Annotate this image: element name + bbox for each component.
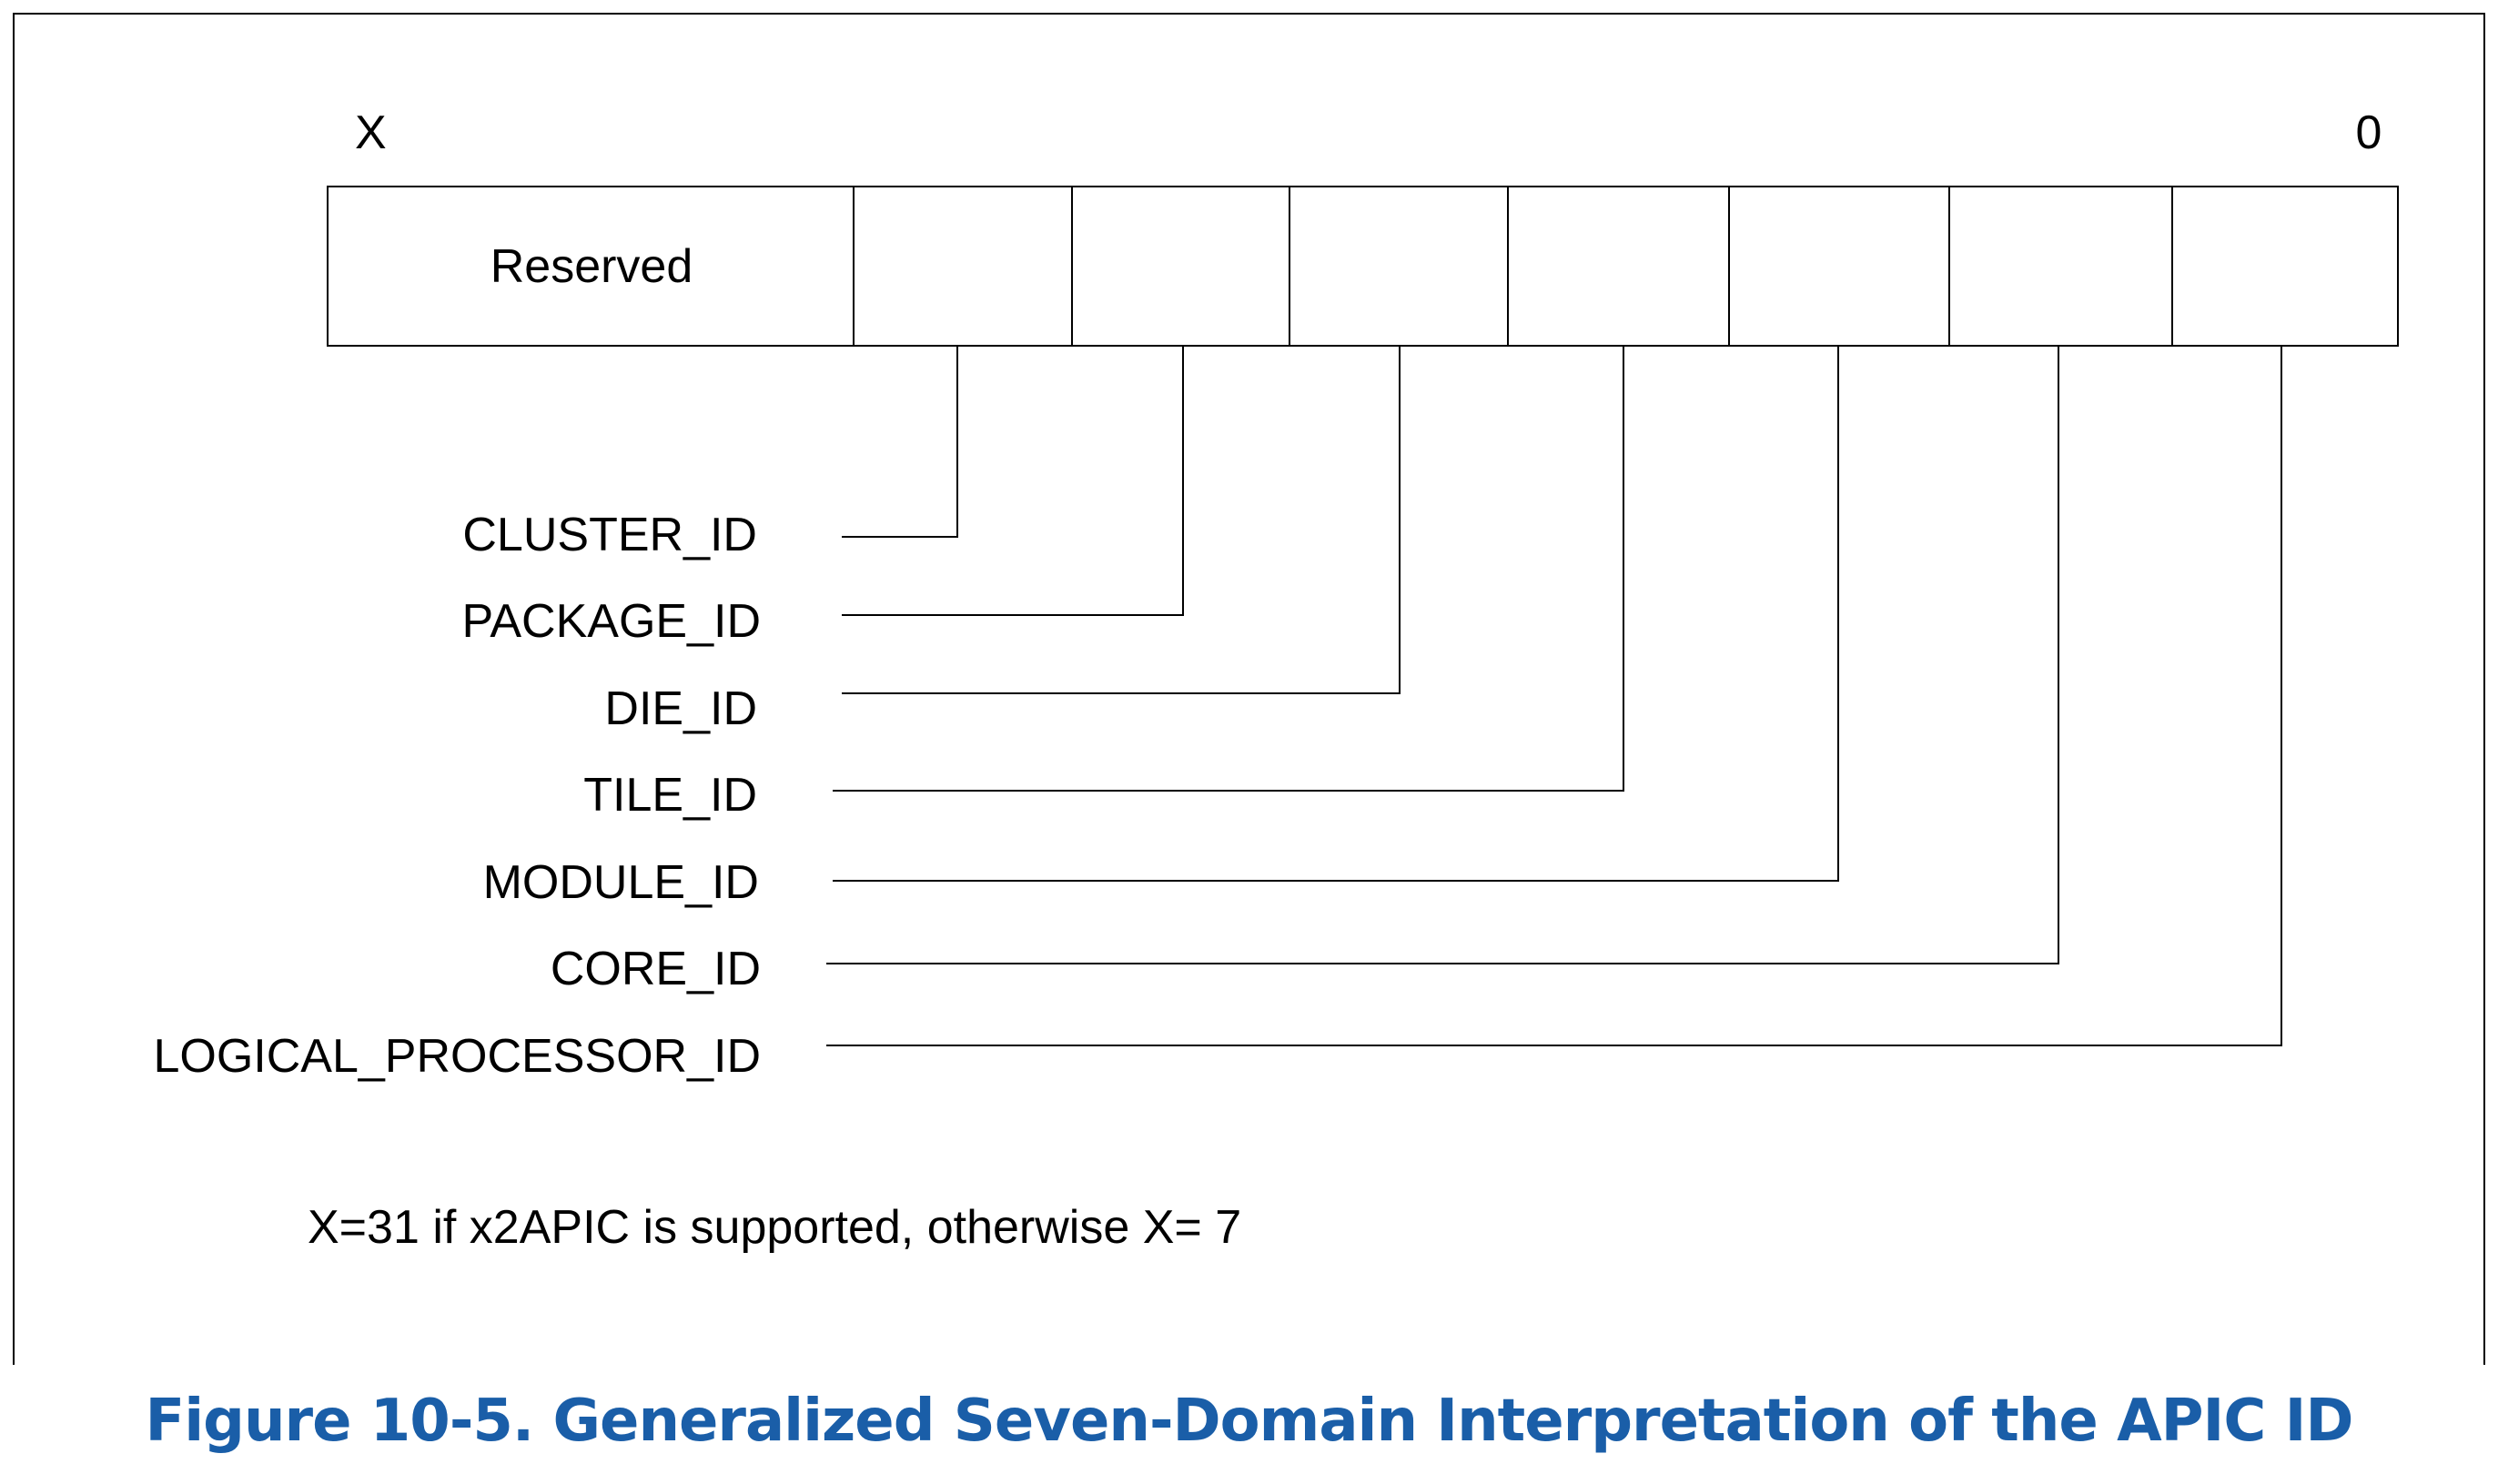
field-label-tile-id: TILE_ID [583,769,757,822]
high-bit-label: X [355,106,387,159]
field-label-die-id: DIE_ID [604,682,757,735]
field-label-cluster-id: CLUSTER_ID [462,509,757,561]
reserved-label: Reserved [490,240,693,293]
register-bar [327,186,2399,347]
field-label-core-id: CORE_ID [551,943,761,995]
figure-frame [13,13,2485,1365]
leader-die-id [842,346,1401,694]
leader-module-id [833,346,1839,882]
field-label-logical-processor-id: LOGICAL_PROCESSOR_ID [153,1030,761,1083]
low-bit-label: 0 [2356,106,2382,159]
leader-core-id [826,346,2059,964]
x-value-note: X=31 if x2APIC is supported, otherwise X… [308,1201,1241,1254]
leader-cluster-id [842,346,958,538]
apic-id-diagram: X 0 Reserved CLUSTER_ID PACKAGE_ID DIE_I… [13,13,2485,1365]
leader-package-id [842,346,1184,616]
field-label-package-id: PACKAGE_ID [462,595,761,648]
figure-caption: Figure 10-5. Generalized Seven-Domain In… [145,1388,2353,1455]
leader-logical-processor-id [826,346,2282,1046]
leader-tile-id [833,346,1624,792]
field-label-module-id: MODULE_ID [483,856,759,909]
